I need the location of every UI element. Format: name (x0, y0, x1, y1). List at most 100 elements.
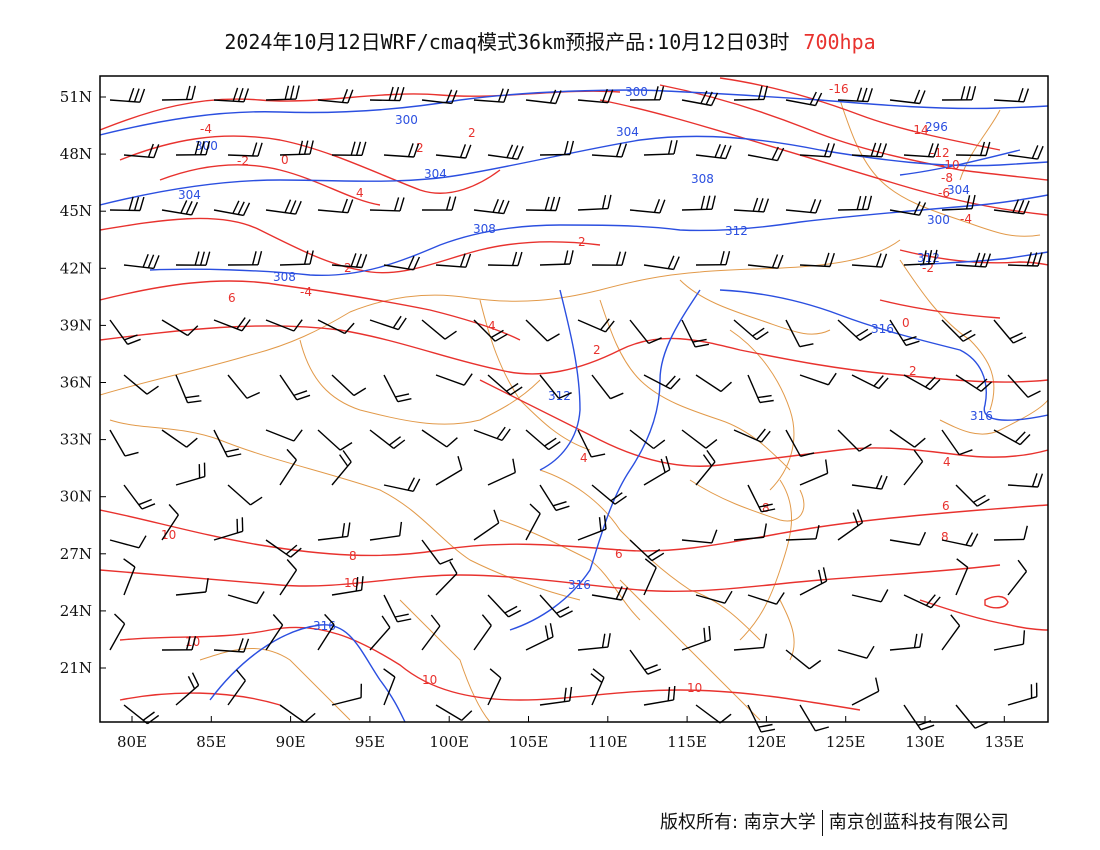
wind-barb (487, 251, 523, 267)
wind-barb (747, 146, 785, 162)
temp-label: 4 (488, 319, 496, 333)
wind-barb (747, 592, 785, 605)
wind-barb (993, 429, 1031, 446)
wind-barb (473, 426, 511, 442)
wind-barb (175, 578, 209, 596)
wind-barb (1007, 252, 1043, 267)
wind-barb (175, 672, 200, 706)
wind-barb (227, 142, 263, 157)
wind-barb (161, 85, 196, 101)
wind-barb (733, 428, 771, 443)
lon-tick-label: 80E (117, 733, 147, 751)
wind-barb (577, 429, 606, 458)
wind-barb (213, 638, 250, 653)
wind-barb (161, 636, 197, 651)
temp-label: 10 (687, 681, 702, 695)
wind-barb (785, 429, 815, 457)
wind-barb (591, 143, 628, 158)
wind-barb (487, 594, 522, 618)
wind-barb (123, 253, 160, 270)
wind-barb (539, 374, 572, 400)
wind-barb (643, 456, 671, 486)
wind-barb (383, 374, 412, 403)
title-main: 2024年10月12日WRF/cmaq模式36km预报产品:10月12日03时 (224, 30, 790, 54)
wind-barb (629, 319, 662, 345)
wind-barb (629, 199, 666, 214)
wind-barb (539, 484, 570, 512)
height-label: 308 (273, 270, 296, 284)
wind-barb (799, 252, 835, 268)
temp-label: 6 (942, 499, 950, 513)
height-label: 304 (616, 125, 639, 139)
temp-label: -4 (200, 122, 212, 136)
temp-label: 2 (578, 235, 586, 249)
wind-barb (421, 429, 458, 448)
wind-barb (175, 462, 206, 486)
wind-barb (785, 199, 822, 214)
wind-barb (331, 576, 364, 596)
wind-barb (421, 196, 457, 211)
wind-barb (733, 197, 770, 213)
wind-barb (227, 251, 263, 266)
wind-barb (473, 614, 492, 651)
wind-barb (643, 255, 680, 271)
temp-label: 2 (468, 126, 476, 140)
temp-label: 8 (349, 549, 357, 563)
wind-barb (681, 90, 719, 107)
footer-credits: 版权所有: 南京大学 南京创蓝科技有限公司 (660, 808, 1080, 836)
wind-barb (421, 614, 441, 651)
wind-barb (227, 484, 263, 506)
height-label: 300 (625, 85, 648, 99)
wind-barb (279, 374, 311, 401)
wind-barb (539, 686, 573, 706)
wind-barb (851, 589, 889, 603)
temp-label: 10 (344, 576, 359, 590)
height-label: 300 (927, 213, 950, 227)
wind-barb (889, 319, 920, 347)
wind-barb (539, 250, 574, 266)
wind-barb (993, 87, 1030, 103)
temperature-contours (100, 77, 1048, 711)
lon-tick-label: 100E (429, 733, 469, 751)
wind-barb (123, 484, 156, 510)
temp-label: -14 (909, 123, 929, 137)
temp-label: 2 (909, 364, 917, 378)
wind-barb (695, 704, 732, 724)
temp-label: -4 (300, 285, 312, 299)
temp-label: 10 (161, 528, 176, 542)
height-label: 316 (568, 578, 591, 592)
temp-label: -10 (940, 158, 960, 172)
wind-barb (369, 86, 405, 102)
wind-barb (109, 613, 126, 651)
temp-label: -16 (829, 82, 849, 96)
wind-barb (369, 429, 406, 449)
wind-barb (473, 88, 510, 103)
wind-barb (941, 319, 976, 342)
wind-barb (695, 374, 732, 393)
temp-label: 8 (941, 530, 949, 544)
wind-barb (213, 200, 251, 217)
wind-barb (577, 88, 614, 104)
lat-tick-label: 36N (60, 374, 92, 392)
wind-barb (525, 429, 561, 451)
wind-barb (175, 251, 211, 266)
wind-barb (955, 558, 969, 596)
wind-barb (317, 522, 351, 541)
wind-barb (383, 668, 396, 706)
wind-barb (903, 249, 938, 266)
wind-barbs (109, 85, 1044, 733)
wind-barb (435, 704, 473, 722)
temp-label: 4 (356, 186, 364, 200)
lon-tick-label: 130E (905, 733, 945, 751)
lat-tick-label: 30N (60, 488, 92, 506)
wind-barb (473, 199, 510, 215)
wind-barb (993, 199, 1030, 215)
wind-barb (941, 532, 979, 547)
wind-barb (681, 429, 718, 449)
wind-barb (643, 374, 681, 390)
wind-barb (539, 140, 575, 156)
lon-tick-label: 105E (509, 733, 549, 751)
wind-barb (837, 195, 873, 211)
wind-barb (681, 195, 716, 211)
